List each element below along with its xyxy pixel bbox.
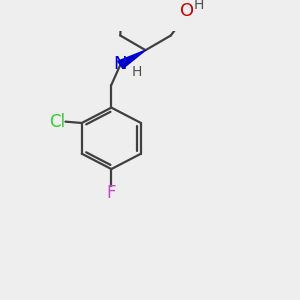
Polygon shape <box>118 50 146 68</box>
Text: H: H <box>131 64 142 79</box>
Text: F: F <box>106 184 116 202</box>
Text: H: H <box>194 0 204 12</box>
Text: O: O <box>180 2 194 20</box>
Text: N: N <box>113 55 127 73</box>
Text: Cl: Cl <box>49 112 65 130</box>
